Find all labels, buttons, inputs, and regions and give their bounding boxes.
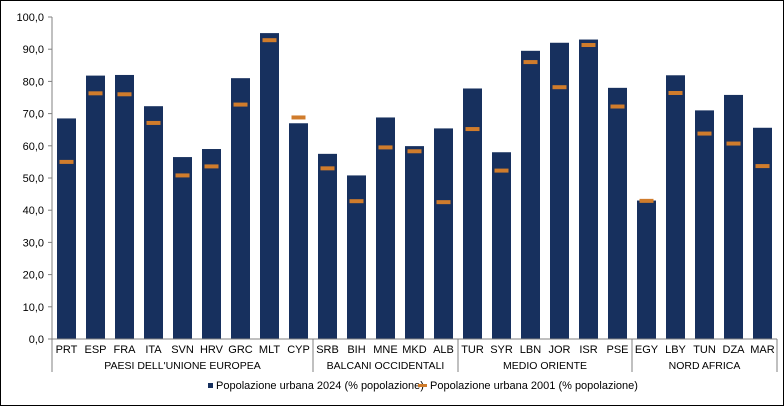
y-tick-label: 0,0 (29, 334, 44, 346)
dash-marker (581, 43, 596, 48)
dash-marker (639, 198, 654, 203)
bar (115, 74, 134, 340)
dash-marker (204, 164, 219, 169)
bar (724, 94, 743, 339)
x-tick-label: JOR (549, 344, 571, 356)
x-tick-label: DZA (723, 344, 746, 356)
bar (202, 149, 221, 339)
x-tick-label: FRA (114, 344, 137, 356)
y-tick-label: 30,0 (23, 237, 44, 249)
bar (550, 42, 569, 339)
dash-marker (320, 166, 335, 171)
x-tick-label: CYP (287, 344, 310, 356)
y-tick-label: 100,0 (16, 12, 44, 24)
dash-marker (668, 90, 683, 95)
dash-marker (59, 159, 74, 164)
bar (347, 175, 366, 339)
bar (463, 88, 482, 339)
group-label: MEDIO ORIENTE (503, 360, 587, 372)
dash-marker (175, 173, 190, 178)
x-tick-label: PRT (56, 344, 78, 356)
dash-marker (407, 149, 422, 154)
y-tick-label: 20,0 (23, 270, 44, 282)
x-tick-label: HRV (200, 344, 224, 356)
x-tick-label: MLT (259, 344, 280, 356)
dash-marker (552, 85, 567, 90)
bar (260, 33, 279, 339)
x-tick-label: MNE (373, 344, 397, 356)
bar (405, 146, 424, 339)
dash-marker (523, 60, 538, 65)
x-tick-label: SRB (316, 344, 339, 356)
dash-marker (755, 164, 770, 169)
x-tick-label: PSE (606, 344, 628, 356)
y-tick-label: 60,0 (23, 141, 44, 153)
bar (144, 106, 163, 339)
dash-marker (233, 102, 248, 107)
x-tick-label: TUR (461, 344, 484, 356)
x-tick-label: LBN (520, 344, 541, 356)
legend-label-2001: Popolazione urbana 2001 (% popolazione) (430, 380, 638, 392)
x-tick-label: TUN (693, 344, 716, 356)
dash-marker (494, 168, 509, 173)
x-tick-label: EGY (635, 344, 659, 356)
x-tick-label: SVN (171, 344, 194, 356)
group-label: NORD AFRICA (669, 360, 741, 372)
x-tick-label: BIH (347, 344, 365, 356)
dash-marker (146, 120, 161, 125)
dash-marker (610, 104, 625, 109)
x-tick-label: LBY (665, 344, 686, 356)
group-label: BALCANI OCCIDENTALI (327, 360, 445, 372)
bar (695, 110, 714, 339)
dash-marker (465, 127, 480, 132)
bar (434, 128, 453, 339)
bar (666, 75, 685, 340)
dash-marker (378, 145, 393, 150)
legend-swatch-2024 (208, 383, 213, 388)
bar (173, 157, 192, 339)
bar (57, 118, 76, 340)
x-tick-label: ALB (433, 344, 454, 356)
bar (231, 78, 250, 340)
bar (521, 50, 540, 340)
bar (86, 75, 105, 339)
dash-marker (117, 92, 132, 97)
x-tick-label: ISR (579, 344, 597, 356)
group-label: PAESI DELL'UNIONE EUROPEA (104, 360, 260, 372)
dash-marker (262, 38, 277, 43)
bar (318, 153, 337, 339)
y-tick-label: 10,0 (23, 302, 44, 314)
x-tick-label: GRC (228, 344, 253, 356)
dash-marker (88, 91, 103, 96)
y-tick-label: 40,0 (23, 205, 44, 217)
legend-label-2024: Popolazione urbana 2024 (% popolazione) (216, 380, 424, 392)
dash-marker (291, 115, 306, 120)
bar (637, 200, 656, 339)
x-tick-label: ITA (145, 344, 162, 356)
bar (289, 123, 308, 339)
x-tick-label: SYR (490, 344, 513, 356)
x-tick-label: MAR (750, 344, 775, 356)
y-tick-label: 50,0 (23, 173, 44, 185)
bar (753, 127, 772, 339)
dash-marker (697, 131, 712, 136)
bar (579, 39, 598, 339)
dash-marker (726, 141, 741, 146)
y-tick-label: 70,0 (23, 109, 44, 121)
dash-marker (349, 199, 364, 204)
x-tick-label: MKD (402, 344, 427, 356)
legend-swatch-2001 (418, 384, 427, 387)
dash-marker (436, 200, 451, 205)
bar (376, 117, 395, 340)
bar (608, 87, 627, 339)
bar (492, 152, 511, 339)
x-tick-label: ESP (84, 344, 106, 356)
y-tick-label: 80,0 (23, 76, 44, 88)
y-tick-label: 90,0 (23, 44, 44, 56)
